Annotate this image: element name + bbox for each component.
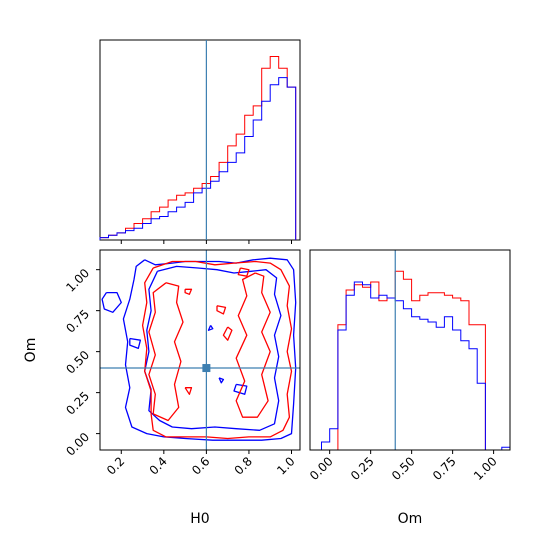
joint-x-ticks: 0.2 0.4 0.6 0.8 1.0 (104, 450, 298, 478)
om-x-tick-label: 0.00 (307, 454, 336, 483)
contour-red-inner (235, 272, 271, 418)
contour-red-inner (148, 282, 184, 422)
joint-frame (99, 249, 301, 451)
contour-blue-inner (207, 325, 214, 331)
joint-y-tick-label: 0.25 (63, 389, 92, 418)
contour-red-inner (184, 387, 193, 395)
joint-x-tick-label: 0.8 (232, 454, 255, 477)
joint-y-tick-label: 0.75 (63, 307, 92, 336)
h0-marginal-ticks (120, 240, 292, 244)
h0-marginal-histograms (99, 56, 297, 240)
om-x-tick-label: 0.25 (348, 454, 377, 483)
joint-x-tick-label: 0.2 (104, 454, 127, 477)
joint-y-tick-label: 0.00 (63, 430, 92, 459)
joint-y-ticks: 0.00 0.25 0.50 0.75 1.00 (63, 266, 100, 459)
joint-contours (101, 257, 297, 441)
joint-x-tick-label: 0.4 (147, 454, 170, 477)
contour-red-inner (184, 288, 193, 295)
om-x-ticks: 0.00 0.25 0.50 0.75 1.00 (307, 450, 500, 483)
joint-x-axis-label: H0 (190, 511, 209, 527)
histogram-red-series (99, 56, 297, 240)
om-x-axis-label: Om (398, 511, 423, 527)
contour-blue-inner (144, 265, 282, 431)
contour-red-outer (141, 260, 293, 440)
joint-truth-lines (100, 250, 300, 450)
joint-y-tick-label: 1.00 (63, 266, 92, 295)
contour-blue-outer (101, 291, 122, 313)
om-x-tick-label: 1.00 (471, 454, 500, 483)
om-marginal-panel: 0.00 0.25 0.50 0.75 1.00 Om (307, 249, 511, 527)
joint-x-tick-label: 1.0 (274, 454, 297, 477)
contour-red-inner (237, 267, 250, 277)
contour-blue-outer (122, 257, 297, 441)
h0-marginal-frame (99, 39, 301, 241)
contour-blue-inner (233, 383, 248, 395)
om-x-tick-label: 0.75 (430, 454, 459, 483)
joint-contour-panel: 0.2 0.4 0.6 0.8 1.0 0.000.250.500.751.00 H0 … (23, 249, 301, 527)
joint-x-tick-label: 0.6 (189, 454, 212, 477)
histogram-blue-series (99, 77, 297, 240)
om-marginal-frame (309, 249, 511, 451)
om-x-tick-label: 0.50 (389, 454, 418, 483)
histogram-blue-series (321, 281, 510, 450)
joint-y-tick-label: 0.50 (63, 348, 92, 377)
contour-blue-inner (218, 377, 225, 384)
joint-truth-marker (202, 364, 211, 373)
om-marginal-histograms (321, 270, 510, 450)
h0-marginal-panel (99, 39, 301, 244)
contour-red-inner (222, 326, 233, 341)
contour-blue-outer (129, 337, 142, 350)
histogram-red-series (321, 270, 510, 450)
joint-y-axis-label: Om (23, 338, 39, 363)
contour-red-inner (216, 305, 227, 315)
